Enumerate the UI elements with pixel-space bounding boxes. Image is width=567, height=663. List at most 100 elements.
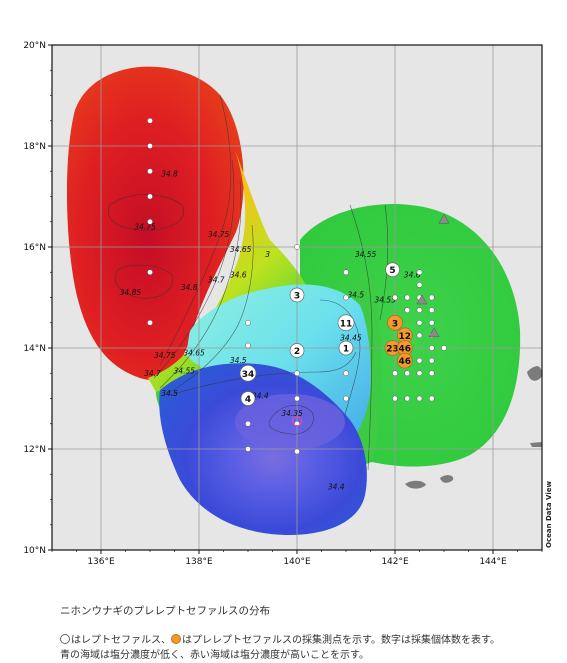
station-dot [147,168,153,175]
lon-tick-label: 138°E [185,557,213,567]
station-dot [416,282,423,288]
station-dot [147,269,153,276]
station-dot [416,395,423,402]
contour-label: 3 [265,250,270,259]
station-dot [428,319,435,326]
station-dot [392,294,398,301]
islands [405,366,542,489]
contour-label: 34.6 [230,270,247,279]
triangle-icon [438,213,450,224]
contour-label: 34.5 [230,356,247,365]
lat-tick-label: 20°N [23,41,46,51]
station-dot [428,370,435,377]
station-dot [294,448,300,455]
station-dot [343,294,349,301]
contour-label: 34.8 [161,169,178,178]
contour-label: 34.75 [134,222,156,231]
station-dot [404,307,411,313]
leptocephalus-count-label: 34 [242,370,255,380]
station-dot [416,370,423,377]
station-dot [404,294,411,301]
contour-label: 34.65 [230,245,252,254]
contour-lines [108,94,389,471]
station-dot [416,357,423,364]
blue-core [235,394,345,450]
station-dot [428,345,435,351]
lon-tick-label: 144°E [479,557,507,567]
contour-label: 34.5 [347,291,364,300]
station-dot [245,420,251,427]
contour-label: 34.7 [144,369,161,378]
station-dot [428,357,435,364]
contour-label: 34.65 [183,349,205,358]
triangle-markers [416,213,450,338]
leptocephalus-count-marker [338,340,354,356]
station-dot [441,345,447,351]
caption-title: ニホンウナギのプレレプトセファルスの分布 [60,605,270,617]
caption-salinity-line: 青の海域は塩分濃度が低く、赤い海域は塩分濃度が高いことを示す。 [60,650,369,661]
preleptocephalus-count-marker [387,314,403,331]
preleptocephalus-count-label: 23 [386,345,399,355]
contour-label: 34.4 [252,392,269,401]
triangle-icon [416,294,428,305]
station-dot [404,370,411,377]
pink-station-marker [291,416,303,427]
contour-label: 34.4 [328,482,345,491]
station-dot [428,294,435,301]
contour-label: 34.85 [120,288,142,297]
contour-label: 34.6 [404,270,421,279]
caption-leptocephalus-text: はレプトセファルス、 [71,635,171,646]
station-dot [294,370,300,377]
contour-label: 34.55 [355,250,377,259]
leptocephalus-count-marker [337,314,355,332]
triangle-icon [428,327,440,338]
leptocephalus-count-marker [289,343,305,358]
station-dot [147,143,153,149]
station-dot [404,395,411,402]
station-dot [147,319,153,326]
lon-tick-label: 142°E [381,557,409,567]
preleptocephalus-count-marker [396,352,413,369]
station-dot [147,117,153,124]
lon-tick-label: 136°E [87,557,115,567]
station-dot [416,307,423,313]
contour-label: 34.8 [181,283,198,292]
leptocephalus-count-label: 11 [340,319,353,329]
leptocephalus-count-marker [240,391,256,406]
contour-labels: 34.834.7534.8534.834.7534.734.6534.6334.… [120,169,421,491]
white-circle-icon [60,634,70,644]
lat-tick-label: 16°N [23,243,46,253]
station-dot [294,395,300,402]
leptocephalus-count-label: 4 [245,395,251,405]
contour-label: 34.55 [174,366,196,375]
station-dot [343,395,349,402]
contour-label: 34.75 [154,351,176,360]
preleptocephalus-count-label: 3 [392,319,398,329]
station-dot [147,193,153,200]
preleptocephalus-count-label: 46 [399,357,412,367]
axis-ticks: 136°E 138°E 140°E 142°E 144°E 20°N 18°N 16°N 14°… [23,41,543,567]
red-region [66,66,244,380]
leptocephalus-count-marker [239,364,257,382]
contour-label: 34.55 [374,296,396,305]
caption-legend-line: はレプトセファルス、 はプレレプトセファルスの採集測点を示す。数字は採集個体数を表… [60,631,500,646]
station-dot [416,319,423,326]
salinity-map: 136°E 138°E 140°E 142°E 144°E 20°N 18°N 16°N 14°… [23,41,553,567]
station-dot [416,332,423,339]
station-dot [294,244,300,250]
contour-label: 34.45 [340,333,362,342]
leptocephalus-count-label: 5 [389,266,395,276]
lat-tick-label: 10°N [23,546,46,556]
station-dot [428,395,435,402]
contour-label: 34.75 [208,230,230,239]
caption-preleptocephalus-text: はプレレプトセファルスの採集測点を示す。数字は採集個体数を表す。 [182,635,500,646]
orange-circle-icon [171,634,181,644]
leptocephalus-count-marker [385,262,400,278]
preleptocephalus-count-label: 46 [399,345,412,355]
leptocephalus-count-label: 2 [294,347,300,357]
station-dot [147,218,153,225]
leptocephalus-count-label: 3 [294,291,300,301]
station-dot [343,370,349,377]
watermark: Ocean Data View [545,481,553,548]
